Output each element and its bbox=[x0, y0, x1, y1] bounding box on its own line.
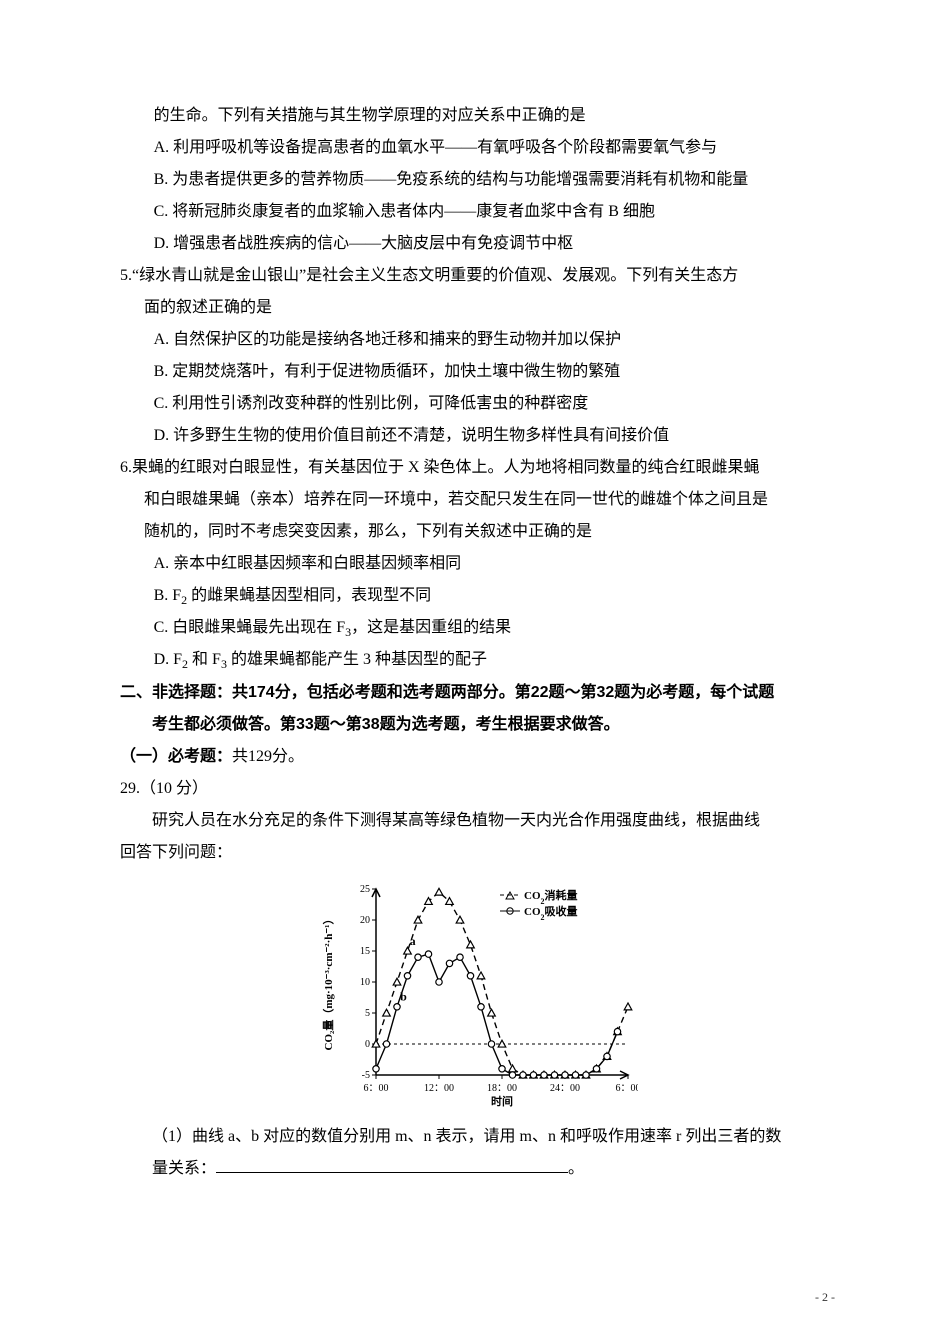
q29-points: （10 分） bbox=[140, 780, 208, 797]
svg-text:-5: -5 bbox=[361, 1070, 369, 1081]
q6-stem1: 果蝇的红眼对白眼显性，有关基因位于 X 染色体上。人为地将相同数量的纯合红眼雌果… bbox=[132, 459, 760, 476]
q5-choice-b: B. 定期焚烧落叶，有利于促进物质循环，加快土壤中微生物的繁殖 bbox=[120, 356, 835, 388]
svg-text:18：00: 18：00 bbox=[487, 1083, 517, 1094]
q29-chart-container: -5 0 5 10 15 20 25 6：00 12：00 18：00 24：00 6：00 时间 CO₂… bbox=[120, 869, 835, 1113]
page-footer: - 2 - bbox=[815, 1285, 835, 1309]
q5-stem2: 面的叙述正确的是 bbox=[120, 292, 835, 324]
svg-text:a: a bbox=[409, 933, 415, 947]
svg-text:b: b bbox=[400, 989, 407, 1003]
section-2-header-line2: 考生都必须做答。第33题～第38题为选考题，考生根据要求做答。 bbox=[120, 709, 835, 741]
q29-stem2: 回答下列问题： bbox=[120, 837, 835, 869]
subsection-1-label: （一）必考题： bbox=[120, 748, 232, 765]
subsection-1-header: （一）必考题：共129分。 bbox=[120, 741, 835, 773]
q4-choice-c: C. 将新冠肺炎康复者的血浆输入患者体内——康复者血浆中含有 B 细胞 bbox=[120, 196, 835, 228]
svg-text:6：00: 6：00 bbox=[615, 1083, 638, 1094]
section-2-header-line1: 二、非选择题：共174分，包括必考题和选考题两部分。第22题～第32题为必考题，… bbox=[120, 677, 835, 709]
q29-sub1-line1: （1）曲线 a、b 对应的数值分别用 m、n 表示，请用 m、n 和呼吸作用速率… bbox=[120, 1113, 835, 1153]
svg-text:CO2吸收量: CO2吸收量 bbox=[524, 904, 578, 922]
q4-choice-b: B. 为患者提供更多的营养物质——免疫系统的结构与功能增强需要消耗有机物和能量 bbox=[120, 164, 835, 196]
photosynthesis-chart: -5 0 5 10 15 20 25 6：00 12：00 18：00 24：00 6：00 时间 CO₂… bbox=[318, 879, 638, 1109]
q4-choice-a: A. 利用呼吸机等设备提高患者的血氧水平——有氧呼吸各个阶段都需要氧气参与 bbox=[120, 132, 835, 164]
svg-text:CO2消耗量: CO2消耗量 bbox=[524, 888, 578, 906]
q6-choice-b: B. F2 的雌果蝇基因型相同，表现型不同 bbox=[120, 580, 835, 612]
q6-stem2: 和白眼雄果蝇（亲本）培养在同一环境中，若交配只发生在同一世代的雌雄个体之间且是 bbox=[120, 484, 835, 516]
subsection-1-rest: 共129分。 bbox=[232, 748, 304, 765]
q6-stem3: 随机的，同时不考虑突变因素，那么，下列有关叙述中正确的是 bbox=[120, 516, 835, 548]
exam-page: 的生命。下列有关措施与其生物学原理的对应关系中正确的是 A. 利用呼吸机等设备提… bbox=[0, 0, 945, 1337]
svg-text:0: 0 bbox=[365, 1039, 370, 1050]
svg-text:25: 25 bbox=[360, 884, 370, 895]
q6-choice-d: D. F2 和 F3 的雄果蝇都能产生 3 种基因型的配子 bbox=[120, 644, 835, 676]
svg-text:5: 5 bbox=[365, 1008, 370, 1019]
q29-header: 29.（10 分） bbox=[120, 773, 835, 805]
svg-text:20: 20 bbox=[360, 915, 370, 926]
q29-number: 29. bbox=[120, 780, 140, 797]
answer-blank[interactable] bbox=[216, 1154, 568, 1173]
q5-line1: 5.“绿水青山就是金山银山”是社会主义生态文明重要的价值观、发展观。下列有关生态… bbox=[120, 260, 835, 292]
q5-number: 5. bbox=[120, 267, 132, 284]
svg-text:24：00: 24：00 bbox=[550, 1083, 580, 1094]
q5-choice-c: C. 利用性引诱剂改变种群的性别比例，可降低害虫的种群密度 bbox=[120, 388, 835, 420]
q4-stem-cont: 的生命。下列有关措施与其生物学原理的对应关系中正确的是 bbox=[120, 100, 835, 132]
q6-choice-c: C. 白眼雌果蝇最先出现在 F3，这是基因重组的结果 bbox=[120, 612, 835, 644]
q6-line1: 6.果蝇的红眼对白眼显性，有关基因位于 X 染色体上。人为地将相同数量的纯合红眼… bbox=[120, 452, 835, 484]
q4-choice-d: D. 增强患者战胜疾病的信心——大脑皮层中有免疫调节中枢 bbox=[120, 228, 835, 260]
q29-stem1: 研究人员在水分充足的条件下测得某高等绿色植物一天内光合作用强度曲线，根据曲线 bbox=[120, 805, 835, 837]
q29-sub1-prefix: 量关系： bbox=[152, 1160, 216, 1177]
q29-sub1-line2: 量关系： 。 bbox=[120, 1153, 835, 1185]
q5-choice-d: D. 许多野生生物的使用价值目前还不清楚，说明生物多样性具有间接价值 bbox=[120, 420, 835, 452]
svg-text:6：00: 6：00 bbox=[363, 1083, 388, 1094]
q6-number: 6. bbox=[120, 459, 132, 476]
q6-choice-a: A. 亲本中红眼基因频率和白眼基因频率相同 bbox=[120, 548, 835, 580]
svg-text:10: 10 bbox=[360, 977, 370, 988]
q5-stem1: “绿水青山就是金山银山”是社会主义生态文明重要的价值观、发展观。下列有关生态方 bbox=[132, 267, 738, 284]
svg-text:时间: 时间 bbox=[491, 1094, 513, 1108]
svg-text:15: 15 bbox=[360, 946, 370, 957]
q29-sub1-suffix: 。 bbox=[568, 1160, 584, 1177]
svg-text:CO₂量（mg·10⁻³·cm⁻²·h⁻¹）: CO₂量（mg·10⁻³·cm⁻²·h⁻¹） bbox=[322, 913, 335, 1050]
svg-text:12：00: 12：00 bbox=[424, 1083, 454, 1094]
q5-choice-a: A. 自然保护区的功能是接纳各地迁移和捕来的野生动物并加以保护 bbox=[120, 324, 835, 356]
